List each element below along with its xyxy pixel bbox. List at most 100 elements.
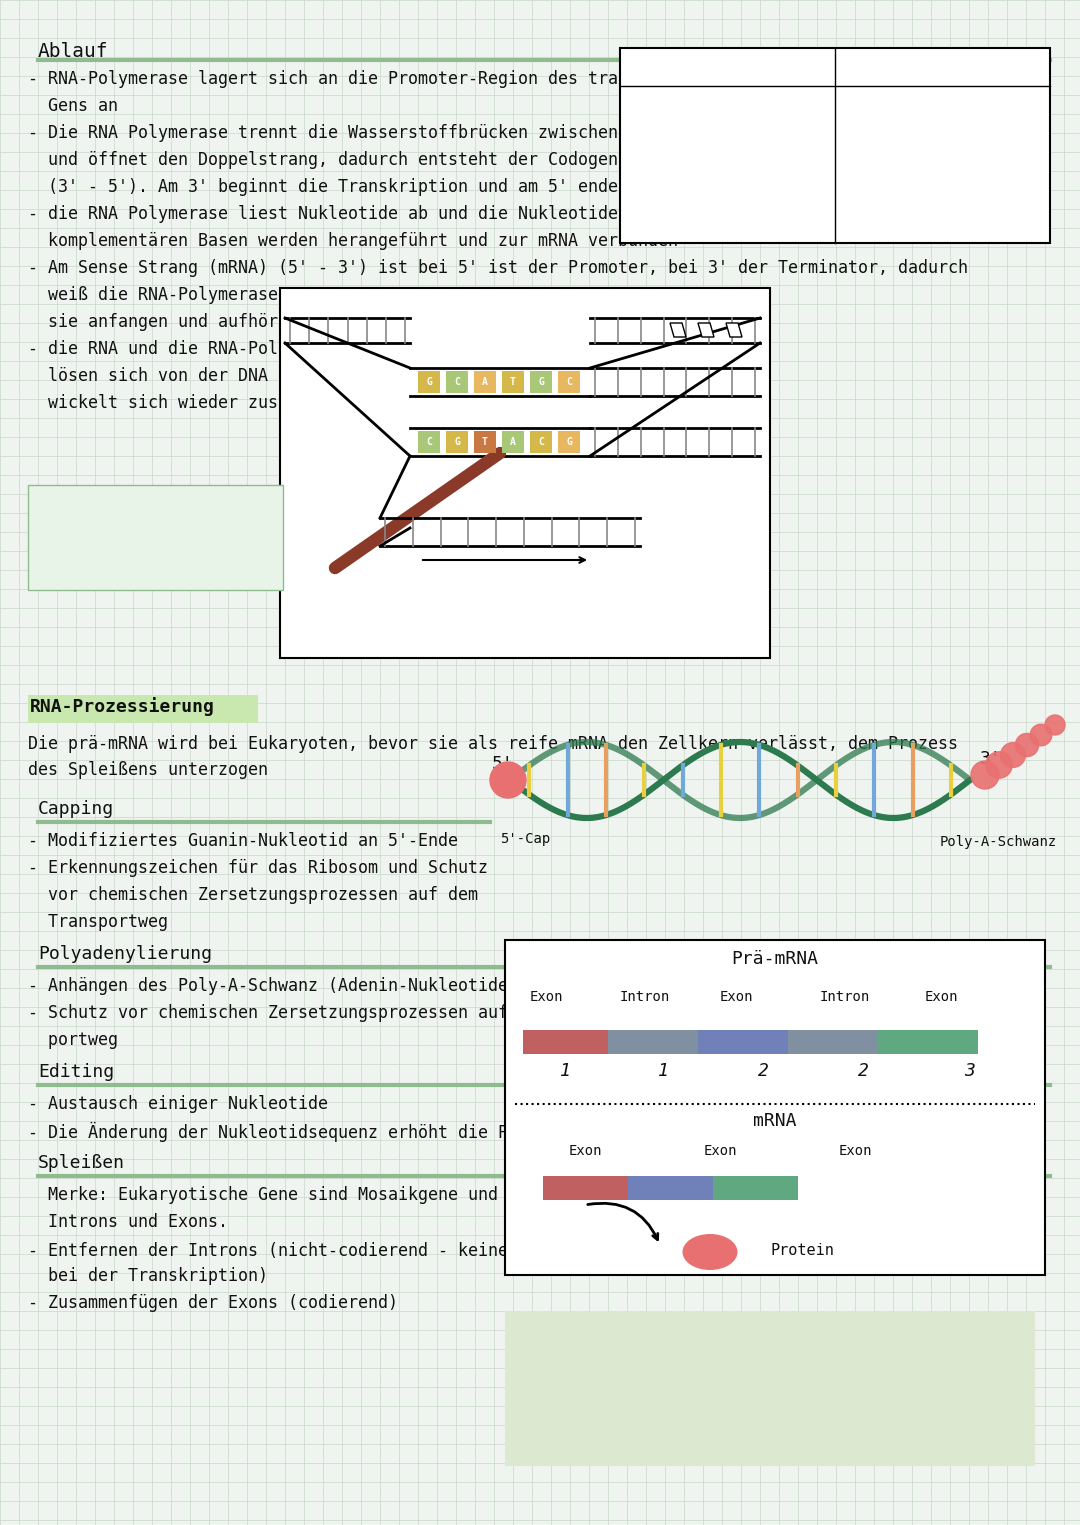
Circle shape xyxy=(490,762,526,798)
Bar xyxy=(523,1029,608,1054)
Text: A: A xyxy=(510,438,516,447)
Text: - Entfernen der Introns (nicht-codierend - keine Übersetzung: - Entfernen der Introns (nicht-codierend… xyxy=(28,1240,627,1260)
Text: 3': 3' xyxy=(395,303,408,313)
Text: C: C xyxy=(427,438,432,447)
Text: - Die RNA Polymerase trennt die Wasserstoffbrücken zwischen den Basen: - Die RNA Polymerase trennt die Wasserst… xyxy=(28,124,718,142)
Text: Uracil: Uracil xyxy=(850,96,910,114)
Bar xyxy=(558,432,580,453)
Bar xyxy=(698,1029,788,1054)
Text: - die RNA Polymerase liest Nukleotide ab und die Nukleotide mit den: - die RNA Polymerase liest Nukleotide ab… xyxy=(28,204,698,223)
Text: ->: -> xyxy=(750,134,770,152)
Text: Exon: Exon xyxy=(568,1144,602,1157)
Ellipse shape xyxy=(683,1234,738,1270)
Text: 3': 3' xyxy=(285,433,298,442)
Bar xyxy=(505,939,1045,1275)
Bar xyxy=(505,1312,1035,1466)
Text: Exon: Exon xyxy=(703,1144,737,1157)
Text: - Erkennungszeichen für das Ribosom und Schutz: - Erkennungszeichen für das Ribosom und … xyxy=(28,859,488,877)
Text: 3': 3' xyxy=(740,303,754,313)
Text: DNA-Nicht-: DNA-Nicht- xyxy=(285,296,360,310)
Text: codogener Strang: codogener Strang xyxy=(630,503,750,515)
Bar xyxy=(502,432,524,453)
Text: Guanin: Guanin xyxy=(850,172,910,191)
Circle shape xyxy=(1000,743,1025,767)
Text: Gens an: Gens an xyxy=(28,98,118,114)
Text: A: A xyxy=(482,377,488,387)
Text: 2: 2 xyxy=(858,1061,868,1080)
Text: C: C xyxy=(566,377,572,387)
Text: weiß die RNA-Polymerase, wo: weiß die RNA-Polymerase, wo xyxy=(28,287,318,303)
Text: Adenin: Adenin xyxy=(850,134,910,152)
Bar xyxy=(558,371,580,393)
Text: G: G xyxy=(566,438,572,447)
Text: DNA-Matrizenstrang,: DNA-Matrizenstrang, xyxy=(630,483,772,496)
Text: Poly-A-Schwanz: Poly-A-Schwanz xyxy=(940,836,1057,849)
Text: ->: -> xyxy=(750,172,770,191)
Text: Die prä-mRNA wird bei Eukaryoten, bevor sie als reife mRNA den Zellkern verlässt: Die prä-mRNA wird bei Eukaryoten, bevor … xyxy=(28,735,958,779)
Text: Ableserichtung: Ableserichtung xyxy=(435,546,529,557)
Circle shape xyxy=(1030,724,1052,746)
Text: mRNA: mRNA xyxy=(753,1112,797,1130)
Bar xyxy=(543,1176,627,1200)
Polygon shape xyxy=(726,323,742,337)
Text: komplementären Basen werden herangeführt und zur mRNA verbunden: komplementären Basen werden herangeführt… xyxy=(28,232,678,250)
Bar xyxy=(446,432,468,453)
Text: G: G xyxy=(454,438,460,447)
Bar xyxy=(608,1029,698,1054)
Text: 5': 5' xyxy=(335,583,349,593)
Text: DNA: DNA xyxy=(665,56,698,75)
Text: 3': 3' xyxy=(980,750,1002,769)
Bar xyxy=(28,695,258,723)
Circle shape xyxy=(1015,734,1039,756)
Bar xyxy=(28,485,283,590)
Text: Introns und Exons.: Introns und Exons. xyxy=(28,1212,228,1231)
Circle shape xyxy=(971,761,999,788)
Text: 5': 5' xyxy=(288,308,301,319)
Text: Intron: Intron xyxy=(620,990,671,1003)
Text: G: G xyxy=(427,377,432,387)
Text: Exon: Exon xyxy=(924,990,959,1003)
Text: sie anfangen und aufhören soll: sie anfangen und aufhören soll xyxy=(28,313,348,331)
Text: 5': 5' xyxy=(492,755,514,773)
Text: Ablauf: Ablauf xyxy=(38,43,108,61)
Bar xyxy=(530,432,552,453)
Bar xyxy=(530,371,552,393)
Text: 3': 3' xyxy=(285,523,298,534)
Text: Exon: Exon xyxy=(720,990,754,1003)
Text: 1: 1 xyxy=(559,1061,570,1080)
Text: Thymin: Thymin xyxy=(635,134,696,152)
Text: T: T xyxy=(510,377,516,387)
Text: Cytosin: Cytosin xyxy=(635,172,705,191)
Text: G: G xyxy=(538,377,544,387)
Text: Transportweg: Transportweg xyxy=(28,913,168,930)
Bar xyxy=(713,1176,798,1200)
Text: Exon: Exon xyxy=(530,990,564,1003)
Bar xyxy=(474,371,496,393)
Text: wickelt sich wieder zusammen: wickelt sich wieder zusammen xyxy=(28,393,328,412)
Text: C: C xyxy=(454,377,460,387)
Circle shape xyxy=(986,752,1012,778)
Text: RNA: RNA xyxy=(875,56,907,75)
Text: T: T xyxy=(482,438,488,447)
Text: 5': 5' xyxy=(740,343,754,352)
Text: Polyadenylierung: Polyadenylierung xyxy=(38,946,212,962)
Text: - die RNA und die RNA-Polymerase: - die RNA und die RNA-Polymerase xyxy=(28,340,348,358)
Text: Ergebnis: Ein mRNA-Einzel-
strang; bei Eukaryoten die
prä-mRNA: Ergebnis: Ein mRNA-Einzel- strang; bei E… xyxy=(36,493,296,561)
Bar xyxy=(627,1176,713,1200)
Text: und öffnet den Doppelstrang, dadurch entsteht der Codogene Strang: und öffnet den Doppelstrang, dadurch ent… xyxy=(28,151,698,169)
Text: - Anhängen des Poly-A-Schwanz (Adenin-Nukleotide) ans 3' -Ende: - Anhängen des Poly-A-Schwanz (Adenin-Nu… xyxy=(28,978,648,994)
Text: - Modifiziertes Guanin-Nukleotid an 5'-Ende: - Modifiziertes Guanin-Nukleotid an 5'-E… xyxy=(28,833,458,849)
Text: - Die Änderung der Nukleotidsequenz erhöht die Proteinvielfalt: - Die Änderung der Nukleotidsequenz erhö… xyxy=(28,1122,648,1142)
Text: Ergebnis: Ergebnis xyxy=(519,1319,607,1337)
Bar xyxy=(878,1029,978,1054)
Text: Editing: Editing xyxy=(38,1063,114,1081)
Text: (enthält das Gen): (enthält das Gen) xyxy=(630,523,757,535)
Text: RNA-Polymerase: RNA-Polymerase xyxy=(460,618,577,631)
Text: Prä-mRNA: Prä-mRNA xyxy=(731,950,819,968)
Text: (3' - 5'). Am 3' beginnt die Transkription und am 5' endet sie.: (3' - 5'). Am 3' beginnt die Transkripti… xyxy=(28,178,678,197)
Text: lösen sich von der DNA -> DNA: lösen sich von der DNA -> DNA xyxy=(28,368,338,384)
Bar xyxy=(502,371,524,393)
Text: mRNA: mRNA xyxy=(335,608,368,622)
Text: bei der Transkription): bei der Transkription) xyxy=(28,1267,268,1286)
Text: 2: 2 xyxy=(757,1061,769,1080)
